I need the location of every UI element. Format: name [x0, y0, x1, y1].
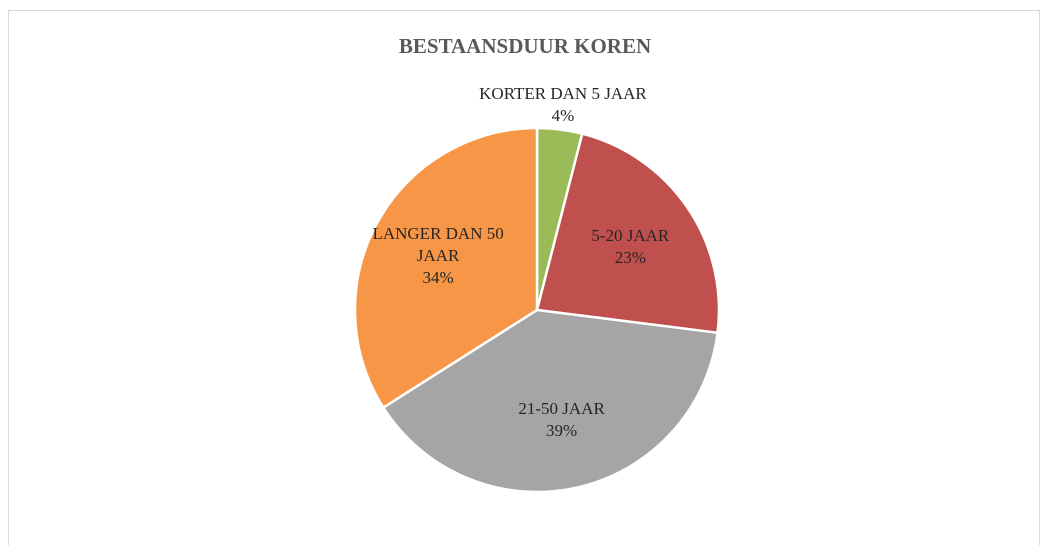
pie-slice: [353, 126, 539, 410]
label-value: 34%: [422, 267, 454, 287]
pie-slice: [535, 132, 721, 335]
data-label: 5-20 JAAR 23%: [591, 225, 669, 269]
label-category: LANGER DAN 50 JAAR: [372, 223, 504, 265]
label-category: 21-50 JAAR: [518, 399, 605, 419]
label-category: 5-20 JAAR: [591, 225, 670, 245]
label-value: 4%: [551, 105, 575, 125]
label-category: KORTER DAN 5 JAAR: [479, 83, 647, 103]
data-label: 21-50 JAAR 39%: [518, 398, 604, 442]
chart-title: BESTAANSDUUR KOREN: [398, 34, 652, 58]
data-label: KORTER DAN 5 JAAR 4%: [479, 83, 647, 127]
chart-frame: [8, 10, 1040, 545]
label-value: 23%: [614, 247, 646, 267]
label-value: 39%: [546, 421, 578, 441]
data-label: LANGER DAN 50 JAAR 34%: [363, 223, 513, 289]
